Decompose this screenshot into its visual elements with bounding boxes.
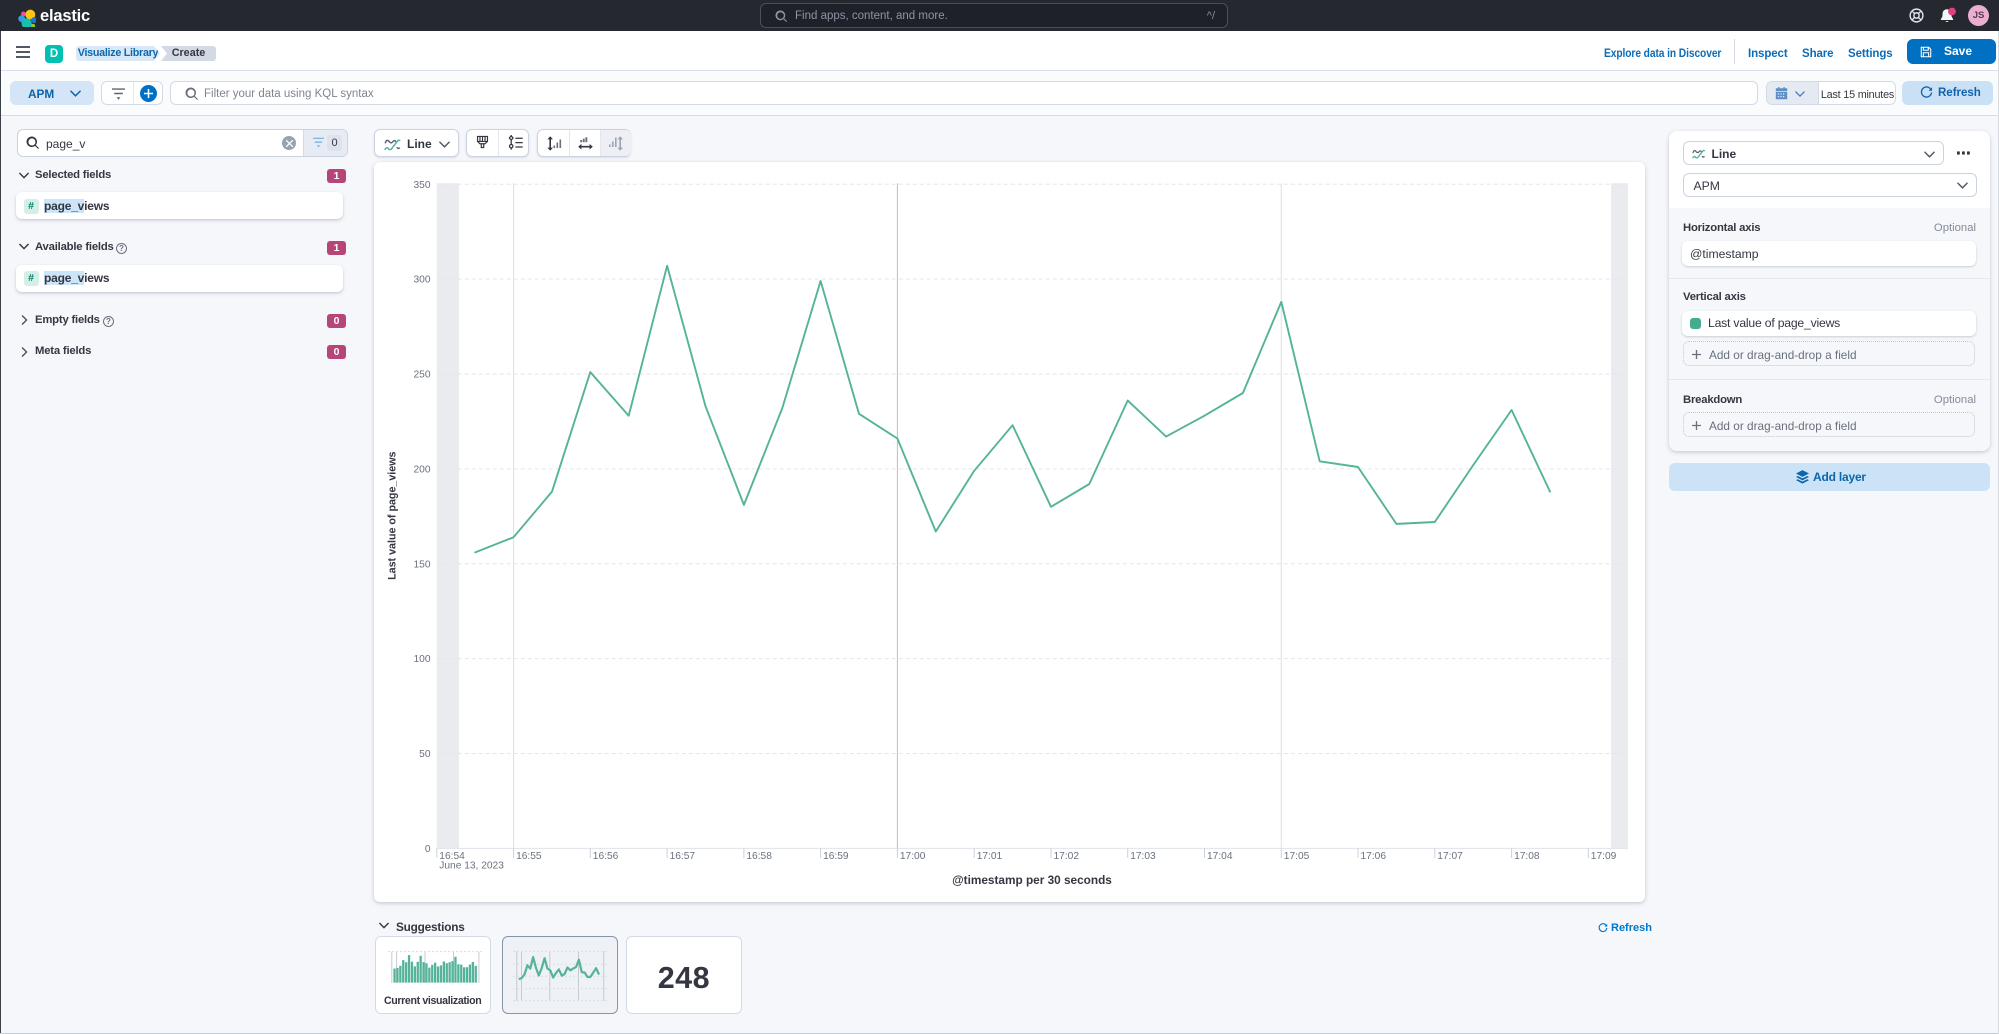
- svg-text:50: 50: [419, 749, 431, 760]
- svg-text:16:54: 16:54: [439, 851, 465, 862]
- svg-text:300: 300: [414, 275, 431, 286]
- svg-text:16:59: 16:59: [823, 851, 849, 862]
- svg-text:16:56: 16:56: [593, 851, 619, 862]
- svg-text:16:57: 16:57: [670, 851, 696, 862]
- svg-text:Last value of page_views: Last value of page_views: [387, 451, 399, 579]
- svg-text:@timestamp per 30 seconds: @timestamp per 30 seconds: [952, 873, 1112, 887]
- svg-text:17:09: 17:09: [1591, 851, 1617, 862]
- svg-text:17:04: 17:04: [1207, 851, 1233, 862]
- svg-text:17:08: 17:08: [1514, 851, 1540, 862]
- svg-text:350: 350: [414, 180, 431, 191]
- svg-text:17:02: 17:02: [1054, 851, 1080, 862]
- svg-text:June 13, 2023: June 13, 2023: [439, 861, 504, 872]
- svg-text:250: 250: [414, 370, 431, 381]
- svg-text:17:03: 17:03: [1130, 851, 1156, 862]
- svg-text:0: 0: [425, 844, 431, 855]
- svg-text:17:07: 17:07: [1437, 851, 1463, 862]
- svg-text:17:01: 17:01: [977, 851, 1003, 862]
- svg-text:200: 200: [414, 465, 431, 476]
- svg-text:16:55: 16:55: [516, 851, 542, 862]
- svg-text:17:05: 17:05: [1284, 851, 1310, 862]
- svg-text:17:00: 17:00: [900, 851, 926, 862]
- svg-text:100: 100: [414, 654, 431, 665]
- svg-text:150: 150: [414, 559, 431, 570]
- svg-text:16:58: 16:58: [746, 851, 772, 862]
- svg-text:17:06: 17:06: [1361, 851, 1387, 862]
